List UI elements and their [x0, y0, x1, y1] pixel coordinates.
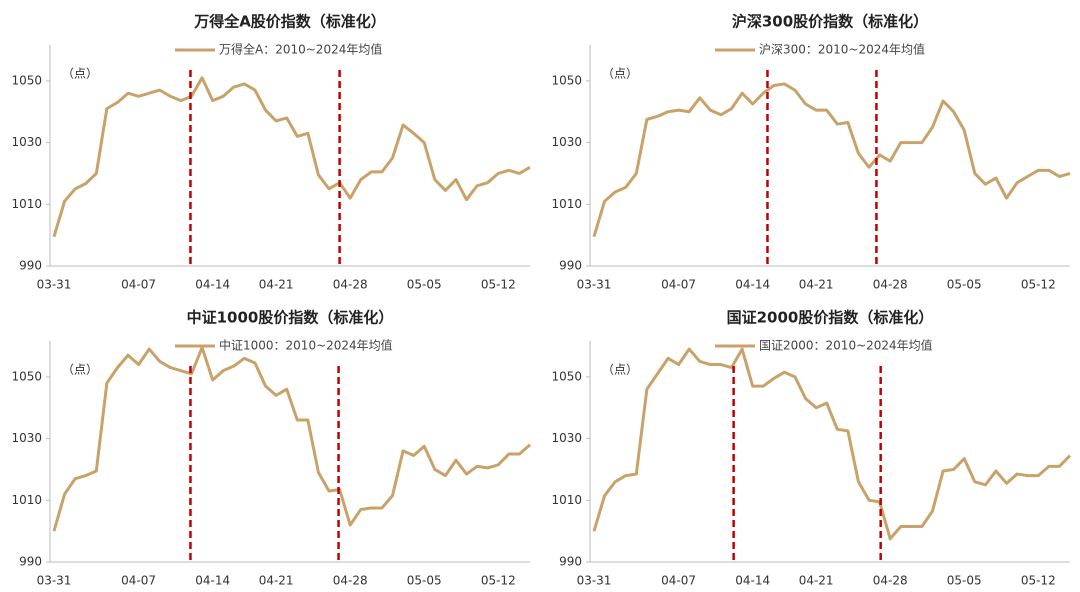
- y-tick-label: 1030: [11, 135, 42, 149]
- y-tick-label: 1010: [551, 197, 582, 211]
- x-tick-label: 04-28: [333, 574, 368, 588]
- series-line: [592, 347, 1072, 541]
- x-tick-label: 04-07: [661, 574, 696, 588]
- y-tick-label: 1030: [551, 431, 582, 445]
- y-tick-label: 990: [559, 259, 582, 273]
- y-tick-label: 1050: [11, 369, 42, 383]
- chart-title: 中证1000股价指数（标准化）: [187, 309, 394, 327]
- x-tick-label: 05-05: [947, 574, 982, 588]
- y-tick-label: 1050: [551, 369, 582, 383]
- legend-label: 中证1000：2010~2024年均值: [219, 338, 393, 353]
- x-tick-label: 04-21: [259, 278, 294, 292]
- x-tick-label: 04-07: [661, 278, 696, 292]
- x-tick-label: 04-14: [195, 574, 230, 588]
- y-tick-label: 1050: [11, 73, 42, 87]
- x-tick-label: 05-12: [481, 278, 516, 292]
- x-tick-label: 05-12: [1021, 574, 1056, 588]
- legend-label: 万得全A：2010~2024年均值: [219, 42, 382, 57]
- x-tick-label: 05-12: [1021, 278, 1056, 292]
- x-tick-label: 03-31: [577, 574, 612, 588]
- x-tick-label: 05-05: [407, 278, 442, 292]
- x-tick-label: 04-21: [259, 574, 294, 588]
- y-tick-label: 1050: [551, 73, 582, 87]
- y-unit: （点）: [62, 67, 98, 81]
- chart-title: 沪深300股价指数（标准化）: [732, 13, 928, 31]
- y-tick-label: 1030: [551, 135, 582, 149]
- x-tick-label: 04-28: [873, 574, 908, 588]
- series-line: [52, 346, 531, 532]
- x-tick-label: 03-31: [577, 278, 612, 292]
- x-tick-label: 04-14: [195, 278, 230, 292]
- chart-panel: 沪深300股价指数（标准化） 沪深300：2010~2024年均值 （点） 990 10…: [551, 13, 1071, 292]
- x-tick-label: 04-21: [799, 574, 834, 588]
- x-tick-label: 03-31: [37, 574, 72, 588]
- x-tick-label: 04-14: [735, 278, 770, 292]
- legend-label: 沪深300：2010~2024年均值: [759, 42, 925, 57]
- x-tick-label: 04-28: [873, 278, 908, 292]
- series-line: [52, 76, 531, 238]
- chart-title: 国证2000股价指数（标准化）: [727, 309, 934, 327]
- y-unit: （点）: [62, 363, 98, 377]
- y-tick-label: 1010: [11, 493, 42, 507]
- y-tick-label: 1010: [551, 493, 582, 507]
- series-line: [592, 82, 1071, 238]
- chart-panel: 国证2000股价指数（标准化） 国证2000：2010~2024年均值 （点） 990…: [551, 309, 1072, 588]
- x-tick-label: 05-12: [481, 574, 516, 588]
- y-tick-label: 1030: [11, 431, 42, 445]
- x-tick-label: 05-05: [407, 574, 442, 588]
- x-tick-label: 04-07: [121, 574, 156, 588]
- x-tick-label: 04-07: [121, 278, 156, 292]
- y-unit: （点）: [602, 67, 638, 81]
- chart-panel: 万得全A股价指数（标准化） 万得全A：2010~2024年均值 （点） 990 1010…: [11, 13, 531, 292]
- x-tick-label: 04-21: [799, 278, 834, 292]
- x-tick-label: 05-05: [947, 278, 982, 292]
- chart-panel: 中证1000股价指数（标准化） 中证1000：2010~2024年均值 （点） 990…: [11, 309, 531, 588]
- y-tick-label: 990: [19, 259, 42, 273]
- x-tick-label: 03-31: [37, 278, 72, 292]
- y-tick-label: 990: [19, 555, 42, 569]
- y-tick-label: 1010: [11, 197, 42, 211]
- x-tick-label: 04-14: [735, 574, 770, 588]
- y-tick-label: 990: [559, 555, 582, 569]
- legend-label: 国证2000：2010~2024年均值: [759, 338, 933, 353]
- x-tick-label: 04-28: [333, 278, 368, 292]
- y-unit: （点）: [602, 363, 638, 377]
- chart-title: 万得全A股价指数（标准化）: [193, 13, 386, 31]
